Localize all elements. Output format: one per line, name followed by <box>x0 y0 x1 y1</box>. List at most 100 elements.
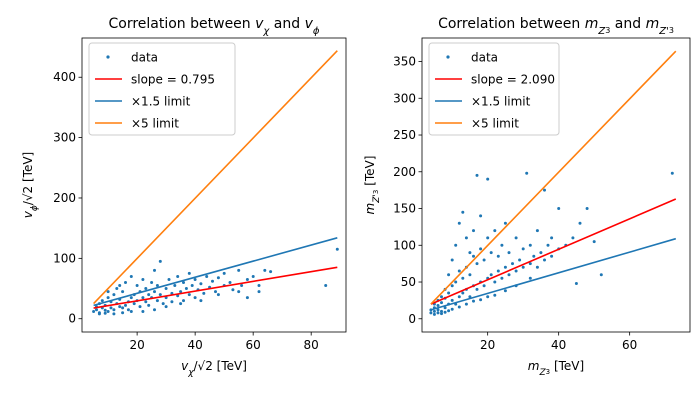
data-point <box>240 284 244 287</box>
y-axis-label: vϕ/√2 [TeV] <box>21 152 40 218</box>
data-point <box>199 299 203 303</box>
data-point <box>447 291 451 295</box>
data-point <box>574 282 578 285</box>
y-tick-label: 0 <box>68 312 76 326</box>
series-line-3 <box>93 50 338 305</box>
plot-area <box>429 50 677 316</box>
data-point <box>550 254 554 258</box>
data-point <box>479 298 483 302</box>
data-point <box>493 229 497 233</box>
data-point <box>496 269 500 273</box>
data-point <box>173 284 177 287</box>
data-point <box>129 275 133 278</box>
data-point <box>475 287 479 291</box>
data-point <box>585 207 589 210</box>
right-scatter-plot: 20 40 60 0 50 100 150 200 250 300 350 Correlation b… <box>363 16 691 378</box>
x-tick-label: 60 <box>622 338 637 352</box>
x-tick-label: 40 <box>188 338 203 352</box>
data-point <box>126 308 130 312</box>
left-scatter-plot: 20 40 60 80 0 100 200 300 400 Correlation between… <box>21 16 347 378</box>
y-tick-label: 200 <box>53 191 76 205</box>
x-tick-label: 60 <box>246 338 261 352</box>
data-point <box>503 221 507 225</box>
legend-label: ×1.5 limit <box>471 95 531 109</box>
data-point <box>511 262 514 266</box>
data-point <box>578 221 582 225</box>
data-point <box>546 243 550 247</box>
data-point <box>129 310 133 313</box>
data-point <box>202 291 206 295</box>
data-point <box>199 282 203 286</box>
data-point <box>222 271 226 275</box>
data-point <box>528 262 532 266</box>
data-point <box>179 290 183 294</box>
data-point <box>251 275 255 278</box>
x-tick-label: 20 <box>129 338 144 352</box>
data-point <box>543 258 546 262</box>
data-point <box>179 302 183 306</box>
y-axis-label: mZ'3 [TeV] <box>363 156 382 215</box>
data-point <box>525 171 529 175</box>
data-point <box>121 306 125 310</box>
data-point <box>106 296 110 300</box>
data-point <box>532 254 536 258</box>
data-point <box>479 247 483 251</box>
data-point <box>184 287 188 290</box>
data-point <box>489 251 493 255</box>
legend-marker <box>106 55 110 59</box>
series-line-3 <box>430 50 677 305</box>
data-point <box>115 287 119 290</box>
data-point <box>135 284 139 287</box>
data-point <box>118 305 122 309</box>
data-point <box>486 177 490 181</box>
data-point <box>167 278 171 281</box>
data-point <box>182 299 185 303</box>
data-point <box>482 284 486 288</box>
data-point <box>475 262 479 266</box>
legend-box <box>428 42 560 136</box>
y-tick-label: 0 <box>408 312 416 326</box>
chart-title: Correlation between vχ and vϕ <box>108 16 319 37</box>
data-point <box>535 265 539 269</box>
data-point <box>228 281 232 284</box>
data-point <box>461 291 465 295</box>
data-point <box>472 254 475 258</box>
data-point <box>432 312 436 316</box>
legend-label: slope = 0.795 <box>131 73 215 87</box>
data-point <box>150 281 154 284</box>
legend-marker <box>446 55 450 59</box>
data-point <box>153 268 156 272</box>
data-point <box>161 302 165 306</box>
data-point <box>496 254 500 258</box>
data-point <box>493 280 497 284</box>
data-point <box>528 276 532 280</box>
series-line-2 <box>93 237 338 307</box>
data-point <box>464 236 468 240</box>
data-point <box>436 304 440 307</box>
data-point <box>335 247 339 251</box>
data-point <box>550 236 554 240</box>
legend-box <box>88 42 236 136</box>
data-point <box>507 251 511 255</box>
data-point <box>518 258 522 262</box>
series-line-2 <box>430 237 677 311</box>
data-point <box>440 295 443 299</box>
legend-label: slope = 2.090 <box>471 73 555 87</box>
data-point <box>182 281 185 284</box>
data-point <box>187 293 191 297</box>
data-point <box>440 312 443 316</box>
y-tick-label: 300 <box>393 91 416 105</box>
data-point <box>170 300 174 304</box>
y-tick-label: 200 <box>393 165 416 179</box>
data-point <box>138 305 142 309</box>
y-tick-label: 400 <box>53 70 76 84</box>
data-point <box>592 240 596 244</box>
data-point <box>153 308 156 312</box>
y-tick-label: 100 <box>393 238 416 252</box>
data-point <box>461 210 465 214</box>
data-point <box>514 236 518 240</box>
data-point <box>503 289 507 293</box>
data-point <box>144 300 148 304</box>
data-point <box>129 296 133 300</box>
